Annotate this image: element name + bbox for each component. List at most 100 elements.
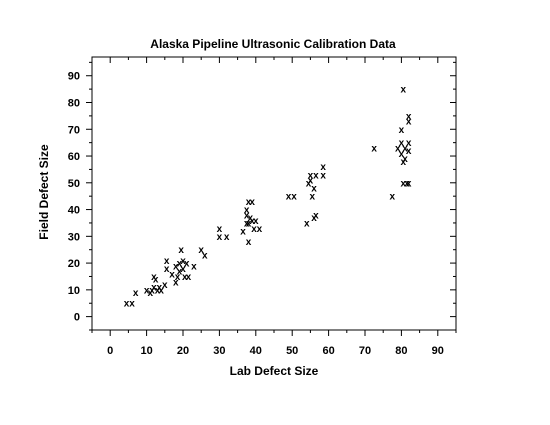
x-tick-label: 50: [286, 345, 298, 357]
data-point-marker: x: [151, 283, 157, 294]
data-point-marker: x: [309, 192, 315, 203]
data-point-marker: x: [246, 197, 252, 208]
data-point-marker: x: [291, 192, 297, 203]
y-axis-ticks: 0 10 20 30 40 50 60 70 80 90: [68, 61, 456, 331]
data-point-marker: x: [244, 205, 250, 216]
x-tick-label: 20: [177, 345, 189, 357]
data-point-marker: x: [158, 285, 164, 296]
data-point-marker: x: [149, 285, 155, 296]
data-point-marker: x: [157, 283, 163, 294]
data-point-marker: x: [217, 224, 223, 235]
data-point-marker: x: [313, 170, 319, 181]
x-tick-label: 60: [322, 345, 334, 357]
data-point-marker: x: [304, 218, 310, 229]
data-point-marker: x: [399, 125, 405, 136]
data-point-marker: x: [249, 216, 255, 227]
x-tick-label: 10: [140, 345, 152, 357]
data-point-marker: x: [251, 224, 257, 235]
y-tick-label: 90: [68, 71, 80, 83]
data-point-marker: x: [246, 237, 252, 248]
data-point-marker: x: [144, 285, 150, 296]
y-axis-label: Field Defect Size: [37, 144, 51, 240]
data-point-marker: x: [249, 197, 255, 208]
x-tick-label: 0: [107, 345, 113, 357]
y-tick-label: 20: [68, 258, 80, 270]
data-point-marker: x: [124, 299, 130, 310]
data-point-marker: x: [180, 264, 186, 275]
data-point-marker: x: [155, 285, 161, 296]
data-point-marker: x: [164, 264, 170, 275]
data-point-marker: x: [129, 299, 135, 310]
y-tick-label: 60: [68, 151, 80, 163]
y-tick-label: 70: [68, 124, 80, 136]
data-point-marker: x: [406, 111, 412, 122]
y-tick-label: 50: [68, 178, 80, 190]
data-point-marker: x: [177, 259, 183, 270]
data-point-marker: x: [244, 210, 250, 221]
data-point-marker: x: [286, 192, 292, 203]
data-point-marker: x: [164, 256, 170, 267]
data-point-marker: x: [198, 245, 204, 256]
data-point-marker: x: [217, 232, 223, 243]
x-tick-label: 70: [359, 345, 371, 357]
x-tick-label: 90: [432, 345, 444, 357]
data-point-marker: x: [151, 272, 157, 283]
data-point-marker: x: [311, 184, 317, 195]
data-point-marker: x: [400, 157, 406, 168]
data-point-marker: x: [253, 216, 259, 227]
data-point-marker: x: [390, 192, 396, 203]
data-point-marker: x: [400, 85, 406, 96]
data-point-marker: x: [169, 269, 175, 280]
data-point-marker: x: [202, 251, 208, 262]
y-tick-label: 10: [68, 285, 80, 297]
data-point-marker: x: [173, 277, 179, 288]
data-point-marker: x: [191, 261, 197, 272]
y-tick-label: 40: [68, 205, 80, 217]
data-point-marker: x: [404, 178, 410, 189]
data-point-marker: x: [248, 213, 254, 224]
data-point-marker: x: [406, 117, 412, 128]
data-point-marker: x: [406, 138, 412, 149]
data-point-marker: x: [153, 275, 159, 286]
data-point-marker: x: [224, 232, 230, 243]
data-point-marker: x: [399, 138, 405, 149]
x-tick-label: 80: [395, 345, 407, 357]
data-point-marker: x: [177, 267, 183, 278]
data-point-marker: x: [402, 154, 408, 165]
data-point-marker: x: [257, 224, 263, 235]
y-tick-label: 30: [68, 231, 80, 243]
data-point-marker: x: [320, 170, 326, 181]
data-point-marker: x: [308, 170, 314, 181]
data-point-marker: x: [306, 178, 312, 189]
x-tick-label: 40: [250, 345, 262, 357]
data-point-marker: x: [178, 245, 184, 256]
data-point-marker: x: [399, 149, 405, 160]
data-point-marker: x: [246, 218, 252, 229]
data-point-marker: x: [175, 272, 181, 283]
data-point-marker: x: [313, 210, 319, 221]
data-point-marker: x: [402, 144, 408, 155]
data-point-marker: x: [162, 280, 168, 291]
data-point-marker: x: [133, 288, 139, 299]
data-point-marker: x: [182, 272, 188, 283]
data-point-marker: x: [184, 259, 190, 270]
data-point-marker: x: [311, 213, 317, 224]
data-point-marker: x: [320, 162, 326, 173]
data-point-marker: x: [147, 288, 153, 299]
y-tick-label: 80: [68, 98, 80, 110]
data-point-marker: x: [244, 218, 250, 229]
data-point-marker: x: [240, 226, 246, 237]
x-axis-label: Lab Defect Size: [230, 364, 319, 378]
data-point-marker: x: [406, 178, 412, 189]
data-point-marker: x: [173, 261, 179, 272]
data-point-marker: x: [186, 272, 192, 283]
x-tick-label: 30: [213, 345, 225, 357]
y-tick-label: 0: [74, 312, 80, 324]
data-point-marker: x: [406, 146, 412, 157]
data-point-marker: x: [180, 256, 186, 267]
data-point-marker: x: [371, 144, 377, 155]
data-point-marker: x: [395, 144, 401, 155]
x-axis-ticks: 0 10 20 30 40 50 60 70 80 90: [91, 57, 457, 357]
data-point-marker: x: [308, 176, 314, 187]
